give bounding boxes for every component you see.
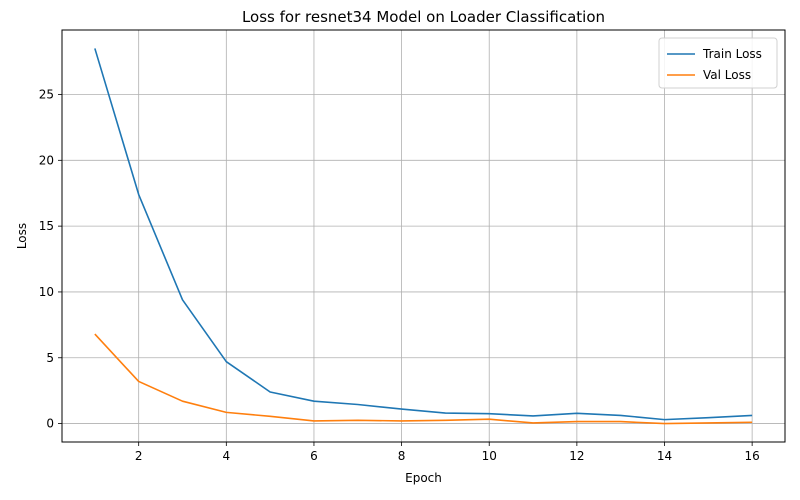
series-line-val-loss — [94, 333, 753, 425]
x-tick-label: 10 — [482, 449, 497, 463]
x-axis-label: Epoch — [405, 471, 442, 485]
y-tick-label: 20 — [39, 153, 54, 167]
series-line-train-loss — [94, 48, 753, 421]
grid — [62, 30, 785, 442]
series-lines — [94, 48, 753, 425]
y-tick-label: 15 — [39, 219, 54, 233]
y-tick-label: 5 — [46, 351, 54, 365]
x-tick-label: 16 — [744, 449, 759, 463]
x-tick-label: 12 — [569, 449, 584, 463]
chart-title: Loss for resnet34 Model on Loader Classi… — [242, 8, 605, 26]
x-tick-label: 8 — [398, 449, 406, 463]
y-tick-label: 25 — [39, 87, 54, 101]
axis-ticks: 2 4 6 8 10 12 14 16 0 5 10 15 20 25 — [39, 87, 760, 463]
x-tick-label: 14 — [657, 449, 672, 463]
y-axis-label: Loss — [15, 223, 29, 249]
legend: Train Loss Val Loss — [658, 37, 778, 89]
y-tick-label: 0 — [46, 417, 54, 431]
plot-frame — [61, 29, 786, 443]
legend-label: Train Loss — [702, 47, 762, 61]
x-tick-label: 6 — [310, 449, 318, 463]
legend-label: Val Loss — [703, 68, 751, 82]
x-tick-label: 4 — [222, 449, 230, 463]
y-tick-label: 10 — [39, 285, 54, 299]
x-tick-label: 2 — [135, 449, 143, 463]
